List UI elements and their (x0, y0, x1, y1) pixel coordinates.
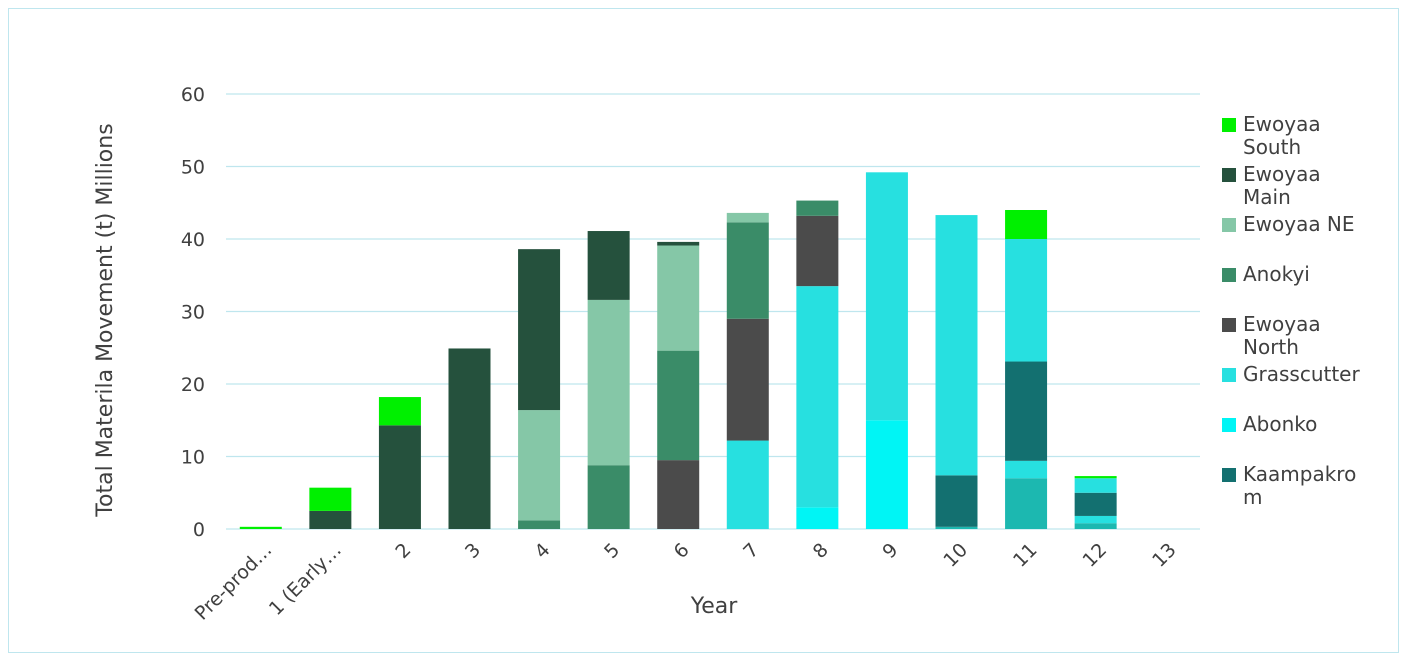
bar-segment (448, 348, 491, 529)
bar-segment (1074, 515, 1117, 524)
legend-label: Ewoyaa North (1243, 312, 1321, 359)
bar-segment (726, 212, 769, 223)
bar-segment (1005, 361, 1048, 461)
y-tick-label: 40 (181, 229, 205, 251)
x-tick-label: 9 (878, 539, 902, 563)
bar-segment (587, 299, 630, 466)
legend-item: Ewoyaa NE (1222, 212, 1355, 236)
bar-segment (518, 249, 561, 411)
bar-segment (1074, 476, 1117, 479)
legend-label: Grasscutter (1243, 362, 1360, 386)
x-tick-label: 4 (530, 539, 554, 563)
legend-label: Ewoyaa South (1243, 112, 1321, 159)
legend-swatch (1222, 218, 1236, 232)
y-axis-title: Total Materila Movement (t) Millions (93, 123, 118, 517)
x-tick-label: 6 (670, 539, 694, 563)
bar-segment (865, 172, 908, 421)
bar-segment (865, 420, 908, 529)
legend-swatch (1222, 418, 1236, 432)
legend-swatch (1222, 118, 1236, 132)
y-tick-label: 20 (181, 374, 205, 396)
bar-segment (657, 460, 700, 529)
x-axis-title: Year (690, 594, 739, 619)
bar-segment (726, 318, 769, 441)
bar-segment (726, 222, 769, 319)
bar-segment (1005, 460, 1048, 479)
bar-segment (1005, 478, 1048, 529)
bar-segment (935, 526, 978, 529)
x-tick-label: 5 (600, 539, 624, 563)
bar-segment (378, 425, 421, 529)
x-tick-labels: Pre-prod…1 (Early… 2 3 4 5 6 7 8 9 10 11 12 13 (191, 539, 1181, 625)
legend-swatch (1222, 368, 1236, 382)
legend-item: Ewoyaa South (1222, 112, 1321, 159)
legend-item: Grasscutter (1222, 362, 1360, 386)
x-tick-label: 12 (1079, 539, 1112, 572)
bar-segment (1074, 478, 1117, 493)
legend-label: Ewoyaa Main (1243, 162, 1321, 209)
legend-label: Ewoyaa NE (1243, 212, 1355, 236)
gridlines (226, 93, 1200, 530)
y-tick-label: 0 (193, 519, 205, 541)
bar-segment (518, 520, 561, 529)
chart-frame (8, 8, 1399, 653)
x-tick-label: 7 (739, 539, 763, 563)
y-tick-label: 50 (181, 157, 205, 179)
x-tick-label: 1 (Early… (265, 539, 346, 620)
legend-label: Kaampakro m (1243, 462, 1356, 509)
bar-segment (796, 286, 839, 508)
legend-item: Ewoyaa North (1222, 312, 1321, 359)
legend-item: Abonko (1222, 412, 1317, 436)
bar-segment (726, 440, 769, 529)
x-tick-label: 10 (939, 539, 972, 572)
bar-segment (587, 465, 630, 529)
bar-segment (1074, 492, 1117, 516)
bar-segment (1074, 523, 1117, 529)
bar-segment (1005, 239, 1048, 362)
legend-item: Anokyi (1222, 262, 1310, 286)
bar-segment (657, 241, 700, 246)
x-tick-label: 8 (809, 539, 833, 563)
legend-item: Kaampakro m (1222, 462, 1356, 509)
x-tick-label: 11 (1009, 539, 1042, 572)
legend-label: Anokyi (1243, 262, 1310, 286)
legend-item: Ewoyaa Main (1222, 162, 1321, 209)
bar-segment (796, 200, 839, 216)
bar-segment (1005, 210, 1048, 239)
bar-segment (935, 475, 978, 527)
bar-segment (796, 215, 839, 287)
x-tick-label: 3 (461, 539, 485, 563)
legend-swatch (1222, 468, 1236, 482)
bar-segment (796, 507, 839, 529)
bar-segment (518, 410, 561, 521)
bar-segment (657, 245, 700, 351)
bar-segment (935, 215, 978, 476)
legend-swatch (1222, 268, 1236, 282)
bars (239, 172, 1117, 529)
x-tick-label: 13 (1148, 539, 1181, 572)
y-tick-label: 60 (181, 84, 205, 106)
bar-segment (657, 350, 700, 461)
x-tick-label: Pre-prod… (191, 539, 277, 625)
y-tick-label: 10 (181, 447, 205, 469)
legend-swatch (1222, 168, 1236, 182)
bar-segment (309, 487, 352, 511)
y-tick-labels: 0 10 20 30 40 50 60 (181, 84, 205, 541)
bar-segment (587, 231, 630, 300)
bar-segment (378, 397, 421, 426)
bar-segment (309, 510, 352, 529)
x-tick-label: 2 (391, 539, 415, 563)
legend-label: Abonko (1243, 412, 1317, 436)
y-tick-label: 30 (181, 302, 205, 324)
bar-segment (239, 526, 282, 529)
legend-swatch (1222, 318, 1236, 332)
